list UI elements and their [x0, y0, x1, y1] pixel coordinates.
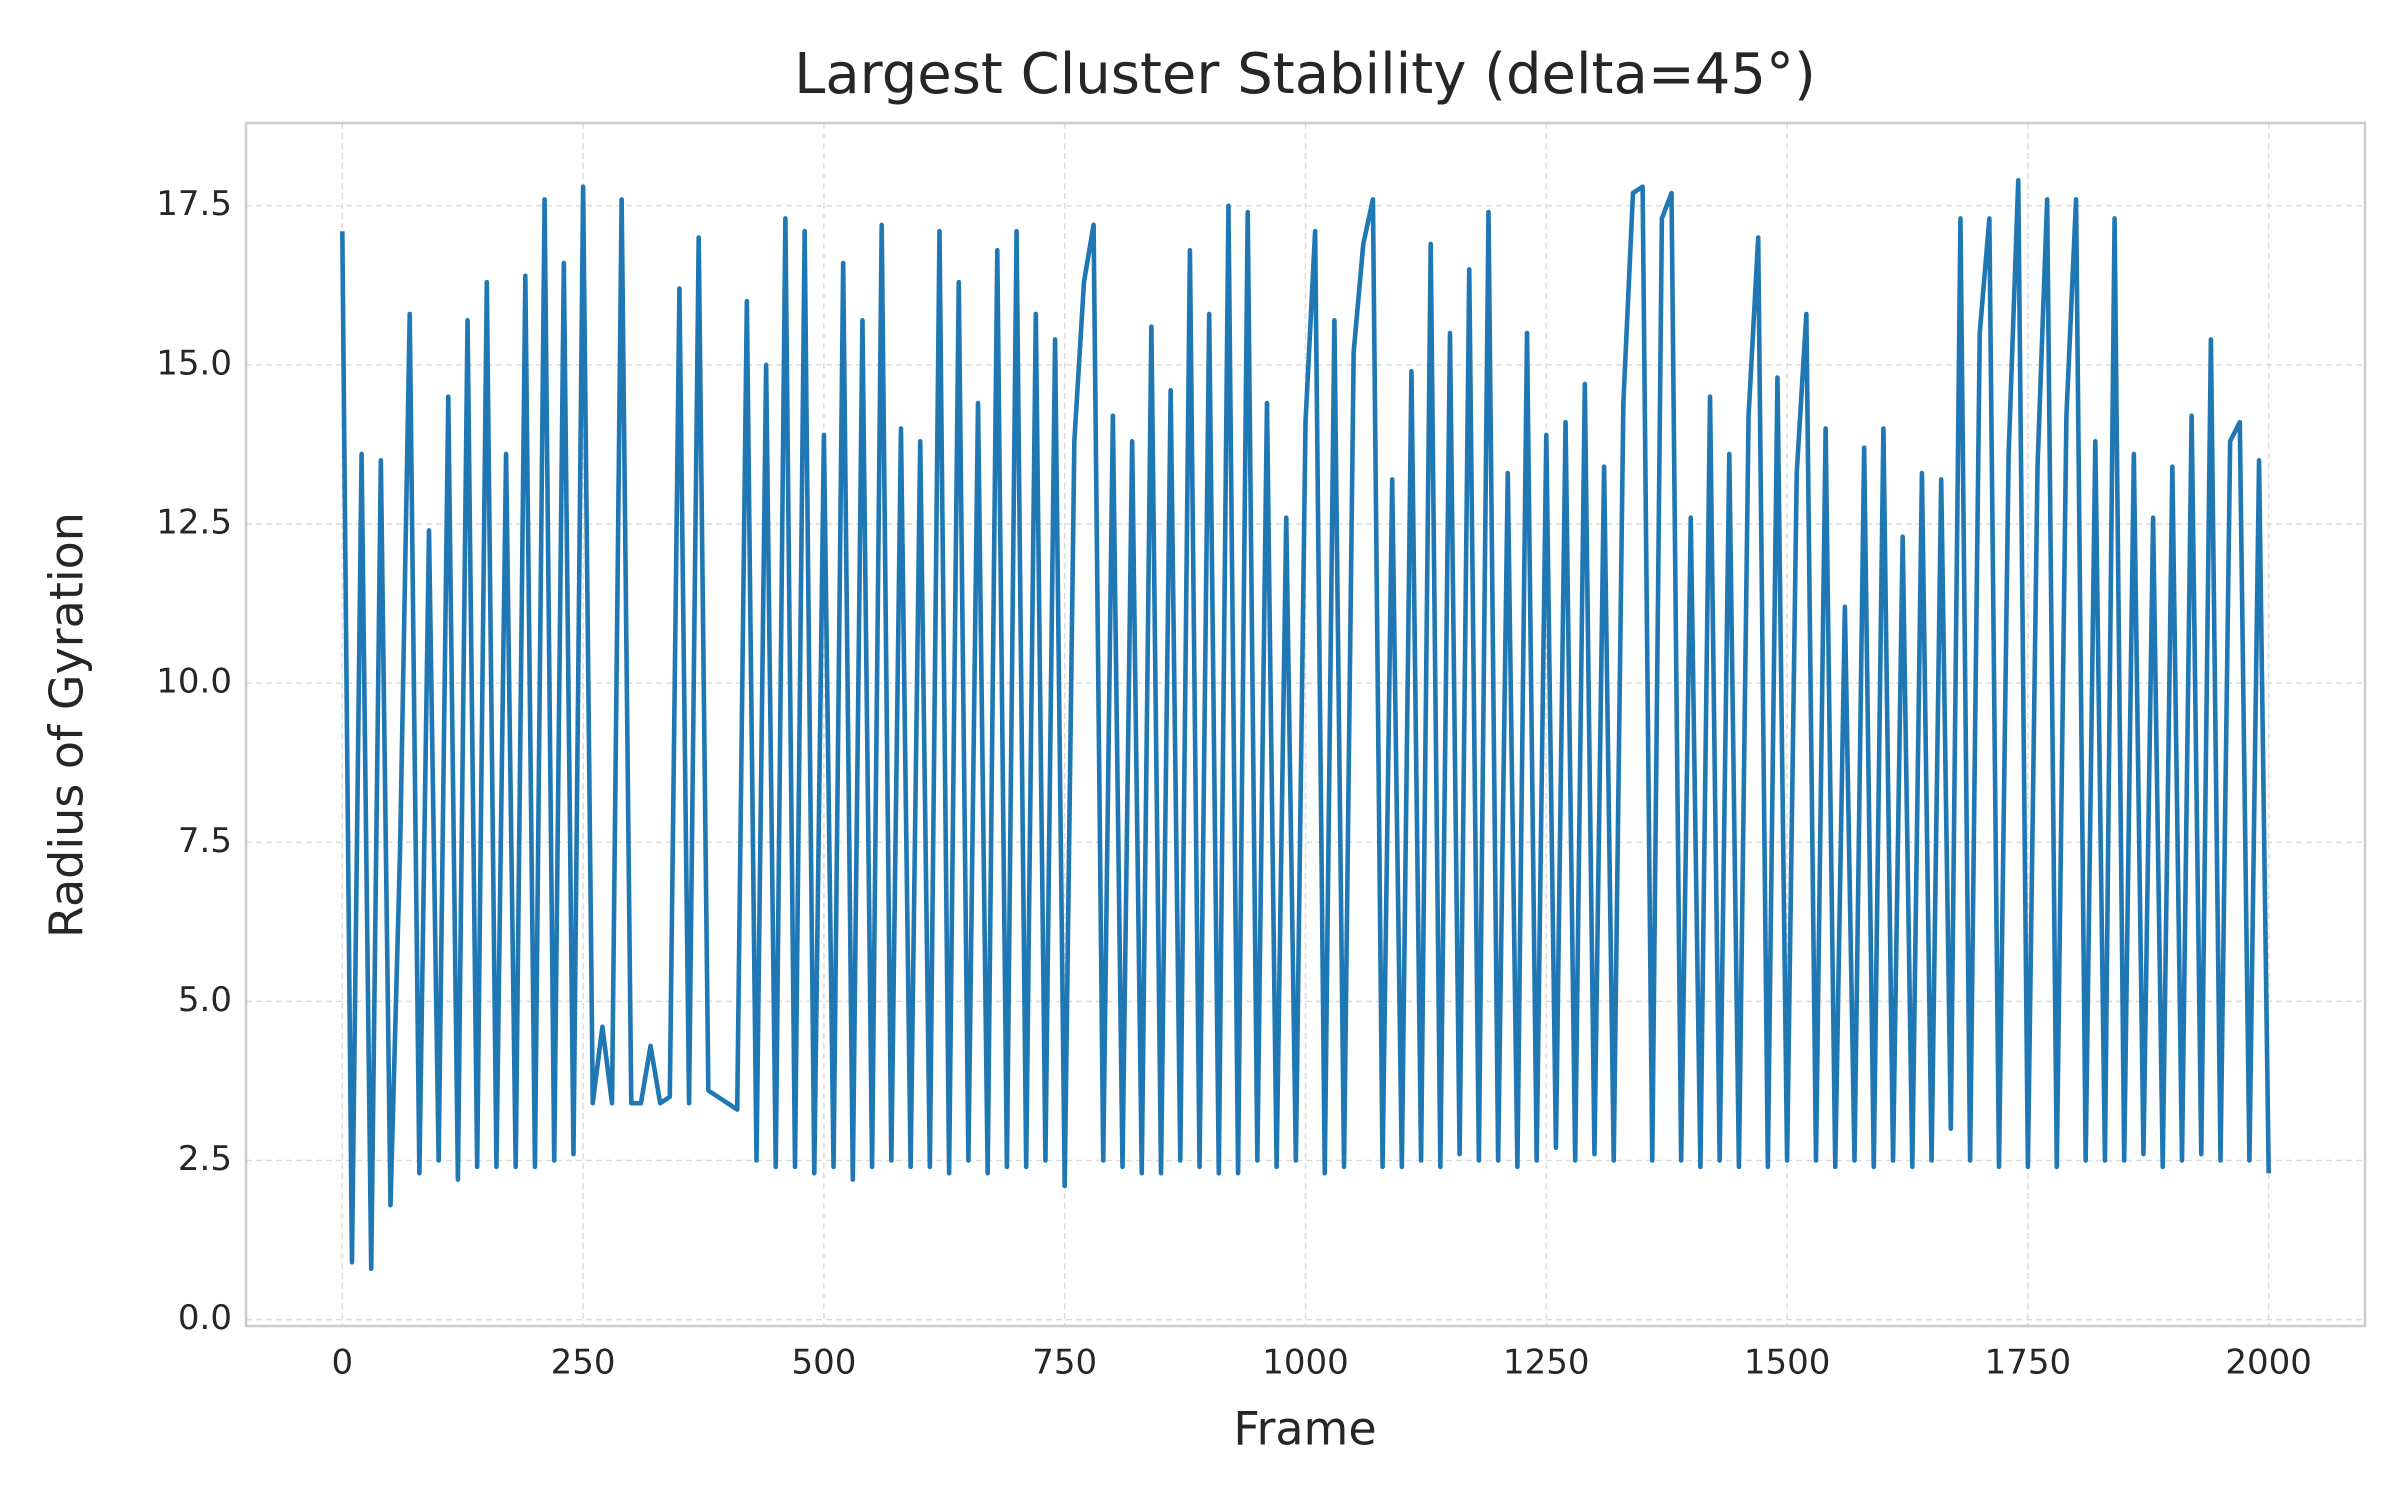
plot-frame	[244, 121, 2367, 1328]
y-tick-label: 7.5	[178, 821, 232, 861]
x-tick-label: 1750	[1985, 1343, 2072, 1383]
y-tick-label: 5.0	[178, 980, 232, 1020]
x-tick-label: 250	[551, 1343, 616, 1383]
plot	[340, 177, 2271, 1272]
x-tick-label: 2000	[2225, 1343, 2312, 1383]
x-tick-label: 1000	[1262, 1343, 1349, 1383]
x-tick-label: 1500	[1744, 1343, 1831, 1383]
y-tick-label: 17.5	[156, 184, 232, 224]
x-axis-label: Frame	[1233, 1402, 1376, 1456]
y-tick-label: 12.5	[156, 503, 232, 543]
ticks: 0.0 2.5 5.0 7.5 10.0 12.5 15.0 17.5 0 250 500 750 10…	[156, 184, 2312, 1382]
x-tick-label: 500	[791, 1343, 856, 1383]
y-tick-label: 15.0	[156, 343, 232, 383]
y-tick-label: 2.5	[178, 1139, 232, 1179]
x-tick-label: 1250	[1503, 1343, 1590, 1383]
x-tick-label: 0	[331, 1343, 353, 1383]
y-tick-label: 10.0	[156, 662, 232, 702]
data-line	[340, 177, 2271, 1272]
x-tick-label: 750	[1032, 1343, 1097, 1383]
y-axis-label: Radius of Gyration	[40, 512, 94, 938]
chart-title: Largest Cluster Stability (delta=45°)	[794, 42, 1816, 107]
y-tick-label: 0.0	[178, 1298, 232, 1338]
grid	[246, 123, 2365, 1326]
